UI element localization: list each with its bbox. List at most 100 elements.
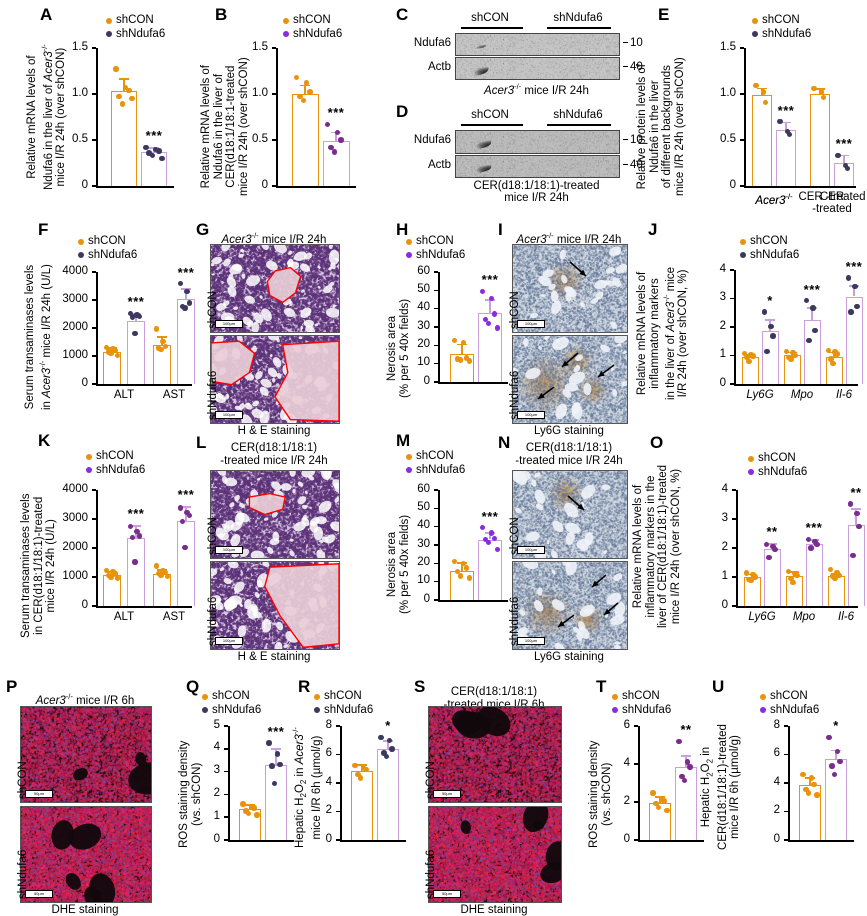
significance-marker: ***	[481, 508, 499, 524]
data-point	[338, 137, 344, 143]
data-point	[360, 764, 367, 771]
x-axis-J	[734, 384, 858, 386]
data-point	[658, 795, 665, 801]
y-tick-Q	[224, 770, 228, 773]
row-label-P-0: shCON	[17, 761, 29, 799]
y-tick-H	[434, 344, 438, 347]
legend-B: shCON shNdufa6	[283, 14, 342, 41]
micrograph-caption-N: Ly6G staining	[534, 651, 604, 663]
row-label-L-0: shCON	[207, 517, 219, 555]
legend-label-shndufa6: shNdufa6	[416, 248, 466, 261]
blot-caption-line: mice I/R 24h	[504, 192, 569, 204]
y-axis-J	[734, 270, 736, 386]
y-tick-O	[732, 518, 736, 520]
data-point	[742, 350, 748, 357]
errorbar-cap	[781, 121, 791, 124]
micrograph-caption-G: H & E staining	[237, 425, 311, 437]
data-point	[240, 801, 246, 807]
errorbar-J-3	[811, 307, 813, 320]
row-label-N-1: shNdufa6	[509, 596, 521, 646]
micrograph-title-line: CER(d18:1/18:1)	[230, 442, 318, 454]
errorbar-R-1	[387, 740, 389, 749]
bar-B-1	[322, 140, 350, 186]
legend-row-shcon: shCON	[202, 690, 261, 704]
y-tick-J	[730, 297, 734, 300]
data-point	[119, 101, 126, 107]
y-tick-label: 2	[623, 794, 630, 807]
data-point	[834, 748, 841, 755]
y-axis-label-line: of different backgrounds	[661, 65, 673, 189]
y-axis-label-line: (vs. shCON)	[190, 762, 203, 826]
y-tick-label: 0	[423, 592, 430, 605]
blot-row-label: Ndufa6	[413, 134, 451, 146]
data-point	[269, 763, 275, 769]
significance-marker: *	[833, 718, 839, 734]
panel-label-O: O	[650, 433, 664, 452]
data-point	[177, 505, 184, 511]
y-axis-label-E: Relative protein levels of Ndufa6 in the …	[636, 57, 686, 196]
bar-E-0	[752, 94, 772, 186]
y-axis-label-line: Hepatic H2O2 in Acer3-/-	[291, 727, 309, 848]
errorbar-M-1	[489, 532, 491, 540]
y-axis-label-line: ROS staining density	[178, 740, 190, 848]
legend-E: shCON shNdufa6	[752, 14, 811, 41]
micrograph-N-shcon: 100µm	[512, 470, 628, 559]
data-point	[451, 558, 458, 565]
legend-label-shndufa6: shNdufa6	[758, 465, 808, 478]
significance-marker: ***	[835, 135, 853, 151]
micrograph-ly6g	[513, 562, 627, 649]
bar-Q-0	[239, 809, 261, 840]
y-tick-R	[336, 753, 340, 756]
data-point	[389, 746, 395, 752]
y-tick-label: 60	[417, 264, 430, 277]
data-point	[334, 129, 341, 136]
errorbar-cap	[271, 748, 281, 750]
legend-A: shCON shNdufa6	[106, 14, 165, 41]
blot-caption-line: CER(d18:1/18:1)-treated	[473, 180, 600, 192]
blot-mw-marker: 40	[623, 159, 643, 171]
x-axis-M	[438, 600, 508, 602]
legend-H: shCON shNdufa6	[406, 235, 465, 262]
y-tick-label: 1.5	[72, 40, 88, 53]
bar-A-0	[111, 91, 137, 186]
data-point	[835, 152, 841, 159]
bar-J-4	[825, 356, 843, 384]
y-axis-label-U: Hepatic H2O2 in CER(d18:1/18:1)-treated mi…	[700, 724, 742, 850]
significance-marker: ***	[145, 128, 163, 144]
data-point	[463, 565, 470, 571]
data-point	[463, 355, 470, 361]
y-axis-label-line: liver of CER(d18:1/18:1)-treated	[657, 465, 669, 628]
data-point	[451, 338, 458, 344]
y-axis-O	[736, 490, 738, 608]
plot-T: 0 2 4 6 **	[624, 719, 704, 844]
data-point	[760, 89, 766, 95]
y-axis-label-line: Relative mRNA levels of	[632, 484, 644, 609]
bar-O-5	[847, 525, 865, 606]
legend-row-shcon: shCON	[612, 690, 671, 704]
micrograph-L-shcon: 100µm	[210, 470, 340, 559]
blot-row-label: Actb	[427, 159, 451, 171]
y-axis-K	[96, 490, 98, 608]
legend-label-shndufa6: shNdufa6	[750, 248, 800, 261]
y-axis-label-J: Relative mRNA levels of inflammatory mark…	[636, 267, 690, 400]
data-point	[814, 792, 820, 798]
legend-label-shndufa6: shNdufa6	[96, 463, 146, 476]
data-point	[116, 94, 122, 100]
panel-label-M: M	[396, 431, 411, 450]
y-axis-label-line: Relative mRNA levels of	[200, 64, 212, 189]
y-tick-label: 10	[417, 356, 430, 369]
plot-B: 0 0.5 1.0 1.5 ***	[252, 41, 356, 190]
data-point	[786, 568, 792, 574]
y-axis-F	[96, 272, 98, 386]
blot-group-underline	[547, 27, 611, 29]
legend-row-shcon: shCON	[406, 450, 465, 464]
blot-group-header-shcon: shCON	[471, 12, 509, 24]
y-axis-label-H: Nerosis area (% per 5 40x fields)	[386, 299, 411, 398]
significance-marker: **	[766, 524, 778, 540]
micrograph-ly6g	[513, 245, 627, 332]
panel-label-A: A	[40, 5, 53, 24]
data-point	[363, 766, 369, 773]
data-point	[766, 554, 772, 560]
legend-row-shndufa6: shNdufa6	[314, 704, 373, 718]
y-tick-label: 3	[213, 764, 220, 777]
